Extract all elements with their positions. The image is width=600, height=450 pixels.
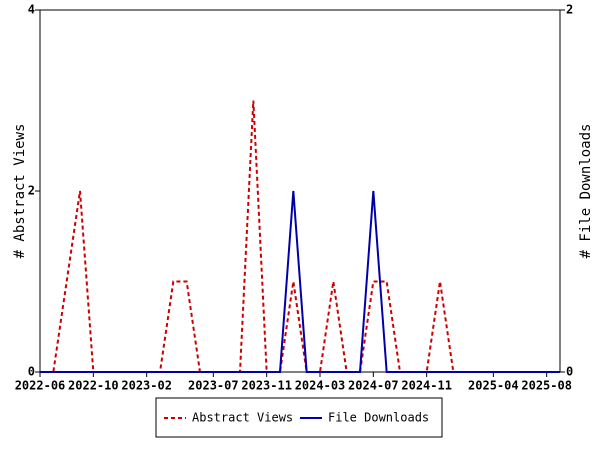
y2-tick-label: 0 [566,365,573,379]
x-tick-label: 2025-04 [468,379,519,393]
y-axis-label: # Abstract Views [12,124,28,259]
y2-tick-label: 2 [566,3,573,17]
data-line [40,100,560,373]
x-tick-label: 2022-06 [15,379,66,393]
y2-axis-label: # File Downloads [578,124,594,259]
x-tick-label: 2024-03 [295,379,346,393]
y-tick-label: 4 [28,3,35,17]
x-tick-label: 2024-07 [348,379,399,393]
data-line [40,190,560,373]
legend-label: Abstract Views [192,411,293,425]
plot-frame [39,9,561,373]
legend-box [155,397,443,438]
legend-label: File Downloads [328,411,429,425]
x-tick-label: 2025-08 [521,379,572,393]
x-tick-label: 2023-02 [121,379,172,393]
x-tick-label: 2024-11 [401,379,452,393]
y-tick-label: 0 [28,365,35,379]
x-tick-label: 2023-11 [241,379,292,393]
x-tick-label: 2023-07 [188,379,239,393]
x-tick-label: 2022-10 [68,379,119,393]
y-tick-label: 2 [28,184,35,198]
